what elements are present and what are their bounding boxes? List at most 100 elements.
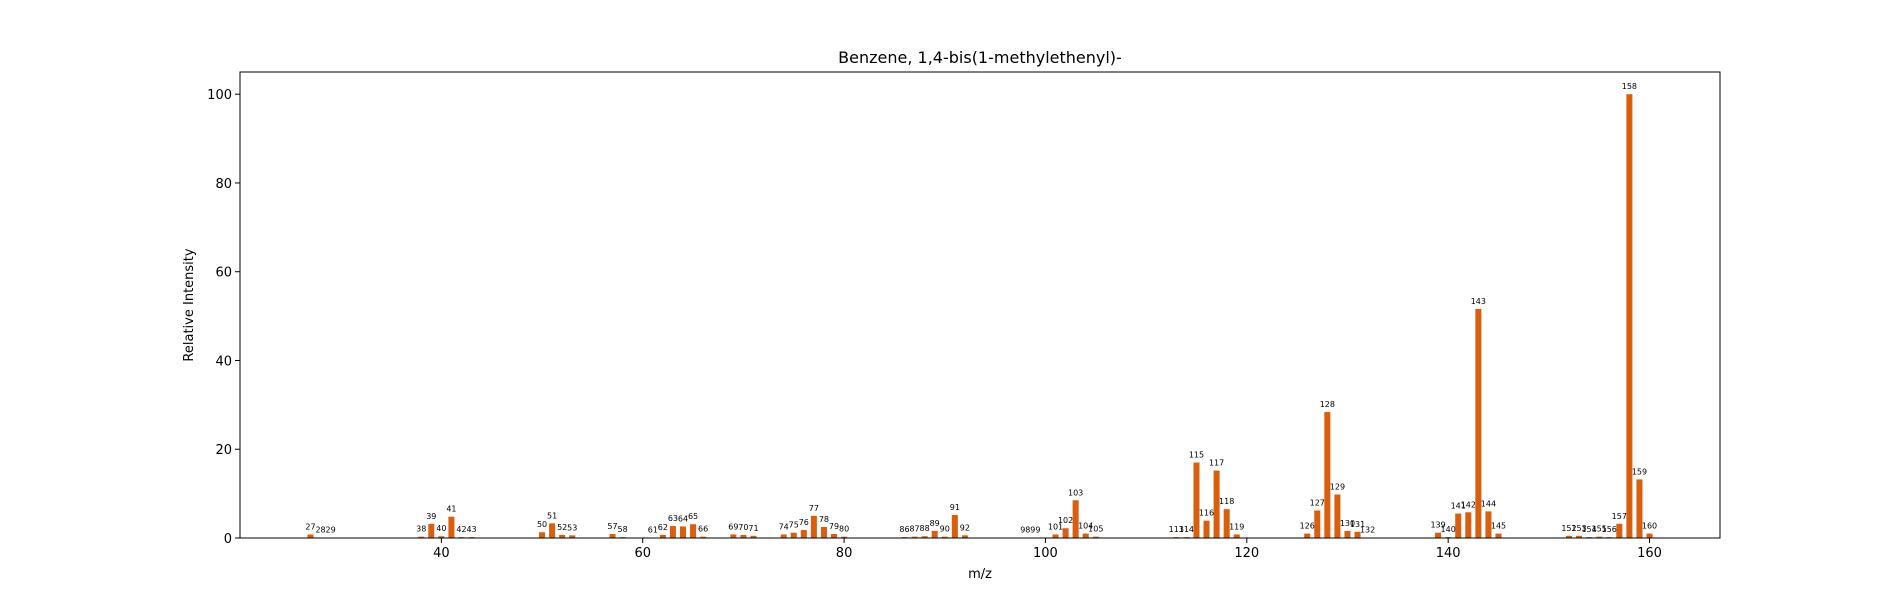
y-tick-label-0: 0 bbox=[224, 532, 232, 547]
peak-label-126: 126 bbox=[1300, 522, 1315, 531]
bar-mz-116 bbox=[1203, 520, 1210, 538]
y-axis-label: Relative Intensity bbox=[182, 248, 197, 361]
bar-mz-139 bbox=[1435, 532, 1442, 538]
peak-label-70: 70 bbox=[738, 523, 748, 532]
y-tick-label-80: 80 bbox=[215, 177, 232, 192]
peak-label-58: 58 bbox=[617, 525, 627, 534]
bar-mz-105 bbox=[1092, 536, 1099, 538]
peak-label-139: 139 bbox=[1430, 521, 1445, 530]
bar-mz-159 bbox=[1636, 479, 1643, 538]
bar-mz-77 bbox=[810, 515, 817, 538]
bar-mz-39 bbox=[428, 523, 435, 538]
bar-mz-65 bbox=[690, 524, 697, 538]
peak-label-86: 86 bbox=[899, 525, 909, 534]
peak-label-63: 63 bbox=[668, 514, 678, 523]
peak-label-62: 62 bbox=[658, 523, 668, 532]
x-tick-label-40: 40 bbox=[433, 546, 450, 561]
bar-mz-78 bbox=[820, 526, 827, 538]
peak-label-29: 29 bbox=[326, 526, 336, 535]
bar-mz-63 bbox=[669, 526, 676, 538]
peak-label-53: 53 bbox=[567, 523, 577, 532]
x-tick-label-80: 80 bbox=[836, 546, 853, 561]
x-tick-label-100: 100 bbox=[1033, 546, 1058, 561]
x-axis-ticks: 40 60 80 100 120 140 160 bbox=[433, 538, 1662, 561]
bar-mz-141 bbox=[1455, 513, 1462, 538]
bar-mz-144 bbox=[1485, 511, 1492, 538]
peak-label-61: 61 bbox=[648, 526, 658, 535]
peak-label-87: 87 bbox=[909, 525, 919, 534]
bar-mz-143 bbox=[1475, 308, 1482, 538]
peak-label-143: 143 bbox=[1471, 297, 1486, 306]
bar-mz-115 bbox=[1193, 462, 1200, 538]
bar-mz-87 bbox=[911, 536, 918, 538]
peak-label-75: 75 bbox=[789, 521, 799, 530]
bar-mz-91 bbox=[951, 514, 958, 538]
peak-label-144: 144 bbox=[1481, 499, 1496, 508]
bar-mz-131 bbox=[1354, 531, 1361, 538]
bar-mz-104 bbox=[1082, 533, 1089, 538]
peak-label-64: 64 bbox=[678, 514, 688, 523]
peak-label-89: 89 bbox=[930, 519, 940, 528]
peak-label-158: 158 bbox=[1622, 82, 1637, 91]
bar-mz-129 bbox=[1334, 494, 1341, 538]
bar-mz-119 bbox=[1233, 534, 1240, 538]
peak-label-131: 131 bbox=[1350, 520, 1365, 529]
bar-mz-117 bbox=[1213, 470, 1220, 538]
bar-mz-89 bbox=[931, 530, 938, 538]
x-axis-label: m/z bbox=[968, 567, 992, 582]
peak-label-92: 92 bbox=[960, 523, 970, 532]
bar-mz-80 bbox=[841, 536, 848, 538]
bar-mz-103 bbox=[1072, 500, 1079, 538]
bar-mz-101 bbox=[1052, 534, 1059, 538]
bar-mz-102 bbox=[1062, 528, 1069, 538]
peak-label-102: 102 bbox=[1058, 516, 1073, 525]
peak-label-117: 117 bbox=[1209, 459, 1224, 468]
bar-mz-79 bbox=[830, 534, 838, 538]
peak-label-101: 101 bbox=[1048, 522, 1063, 531]
peak-label-141: 141 bbox=[1451, 502, 1466, 511]
peak-label-65: 65 bbox=[688, 512, 698, 521]
bar-mz-52 bbox=[559, 534, 566, 538]
peak-label-140: 140 bbox=[1441, 525, 1456, 534]
bar-mz-75 bbox=[790, 532, 797, 538]
bar-mz-66 bbox=[700, 536, 707, 538]
bar-mz-53 bbox=[569, 535, 576, 538]
peak-label-113: 113 bbox=[1169, 525, 1184, 534]
peak-label-91: 91 bbox=[950, 503, 960, 512]
y-tick-label-60: 60 bbox=[215, 266, 232, 281]
peak-label-50: 50 bbox=[537, 520, 547, 529]
peak-label-77: 77 bbox=[809, 504, 819, 513]
peak-label-114: 114 bbox=[1179, 525, 1194, 534]
bar-mz-126 bbox=[1304, 533, 1311, 538]
peak-label-160: 160 bbox=[1642, 522, 1657, 531]
peak-label-99: 99 bbox=[1030, 526, 1040, 535]
bar-mz-92 bbox=[961, 535, 968, 538]
bar-mz-88 bbox=[921, 536, 928, 538]
peak-label-76: 76 bbox=[799, 518, 809, 527]
peak-label-38: 38 bbox=[416, 525, 426, 534]
peak-label-159: 159 bbox=[1632, 467, 1647, 476]
chart-title: Benzene, 1,4-bis(1-methylethenyl)- bbox=[838, 48, 1122, 67]
bar-mz-160 bbox=[1646, 533, 1653, 538]
bar-mz-71 bbox=[750, 535, 757, 538]
x-tick-label-160: 160 bbox=[1637, 546, 1662, 561]
plot-frame bbox=[239, 71, 1721, 539]
bar-mz-153 bbox=[1576, 535, 1583, 538]
bar-mz-57 bbox=[609, 534, 616, 538]
bar-mz-152 bbox=[1565, 535, 1572, 538]
peak-label-154: 154 bbox=[1581, 525, 1596, 534]
bar-mz-158 bbox=[1626, 94, 1633, 538]
peak-label-66: 66 bbox=[698, 525, 708, 534]
peak-label-105: 105 bbox=[1088, 525, 1103, 534]
bar-mz-157 bbox=[1616, 523, 1623, 538]
peak-label-103: 103 bbox=[1068, 488, 1083, 497]
bar-mz-38 bbox=[418, 536, 425, 538]
peak-label-57: 57 bbox=[607, 522, 617, 531]
peak-label-128: 128 bbox=[1320, 400, 1335, 409]
bar-mz-41 bbox=[448, 516, 455, 538]
peak-label-142: 142 bbox=[1461, 500, 1476, 509]
bar-mz-142 bbox=[1465, 512, 1472, 538]
peak-label-129: 129 bbox=[1330, 483, 1345, 492]
bar-mz-40 bbox=[438, 536, 445, 538]
